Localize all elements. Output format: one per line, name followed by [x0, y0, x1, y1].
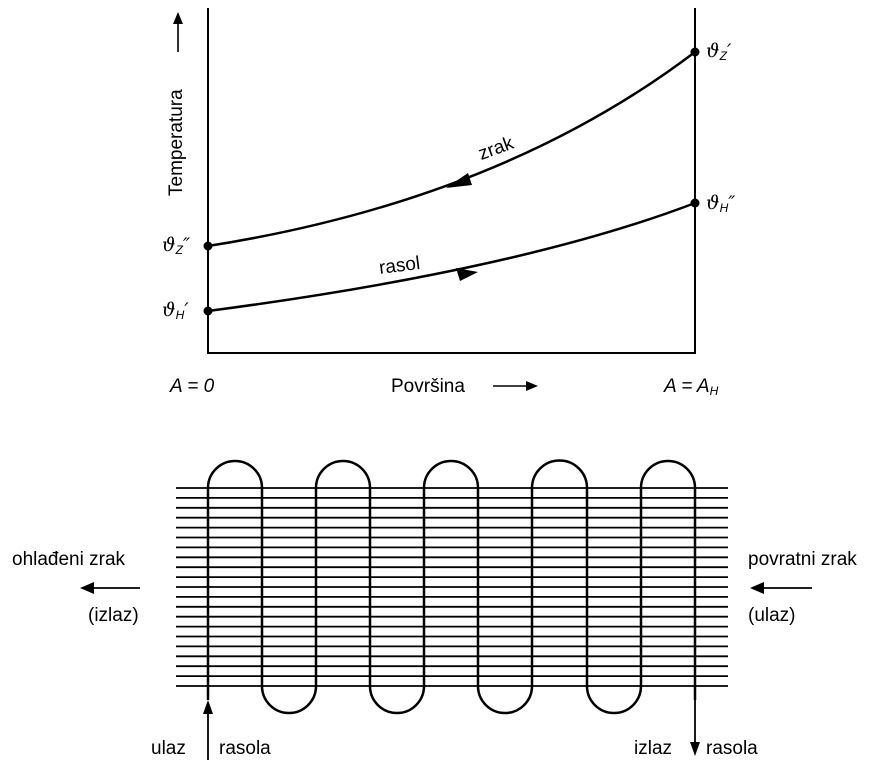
- arrow-air-leftward: [446, 173, 472, 188]
- point-brine-out: [690, 198, 700, 208]
- x-left-label: A = 0: [170, 376, 215, 397]
- x-axis-label: Površina: [391, 376, 465, 397]
- air-in-sublabel: (ulaz): [748, 605, 796, 626]
- curve-brine: [207, 201, 696, 313]
- air-out-sublabel: (izlaz): [88, 605, 139, 626]
- curve-brine-label: rasol: [377, 252, 422, 279]
- symbol-brine-out: ϑH″: [706, 192, 736, 215]
- brine-in-label-b: rasola: [219, 738, 271, 759]
- coil-tube: [206, 459, 697, 715]
- brine-in-label-a: ulaz: [151, 738, 186, 759]
- brine-out-arrow: [690, 686, 700, 756]
- symbol-brine-in: ϑH′: [162, 299, 189, 322]
- x-axis-arrow: [493, 381, 538, 391]
- curve-air: [207, 51, 696, 248]
- point-air-out: [203, 241, 213, 251]
- air-in-label: povratni zrak: [748, 549, 857, 570]
- brine-out-label-a: izlaz: [634, 738, 673, 759]
- arrow-brine-rightward: [456, 268, 478, 281]
- air-out-arrow: [80, 582, 140, 594]
- point-air-in: [690, 47, 700, 57]
- y-axis-arrow: [173, 12, 183, 52]
- x-right-label: A = AH: [664, 376, 719, 398]
- brine-in-arrow: [203, 700, 213, 760]
- point-brine-in: [203, 306, 213, 316]
- symbol-air-out: ϑZ″: [162, 234, 191, 257]
- y-axis-label: Temperatura: [166, 89, 187, 196]
- air-in-arrow: [750, 582, 812, 594]
- symbol-air-in: ϑZ′: [706, 40, 732, 63]
- chart-frame: [207, 8, 696, 354]
- air-out-label: ohlađeni zrak: [12, 549, 126, 570]
- fin-lines: [176, 487, 728, 687]
- brine-out-label-b: rasola: [706, 738, 758, 759]
